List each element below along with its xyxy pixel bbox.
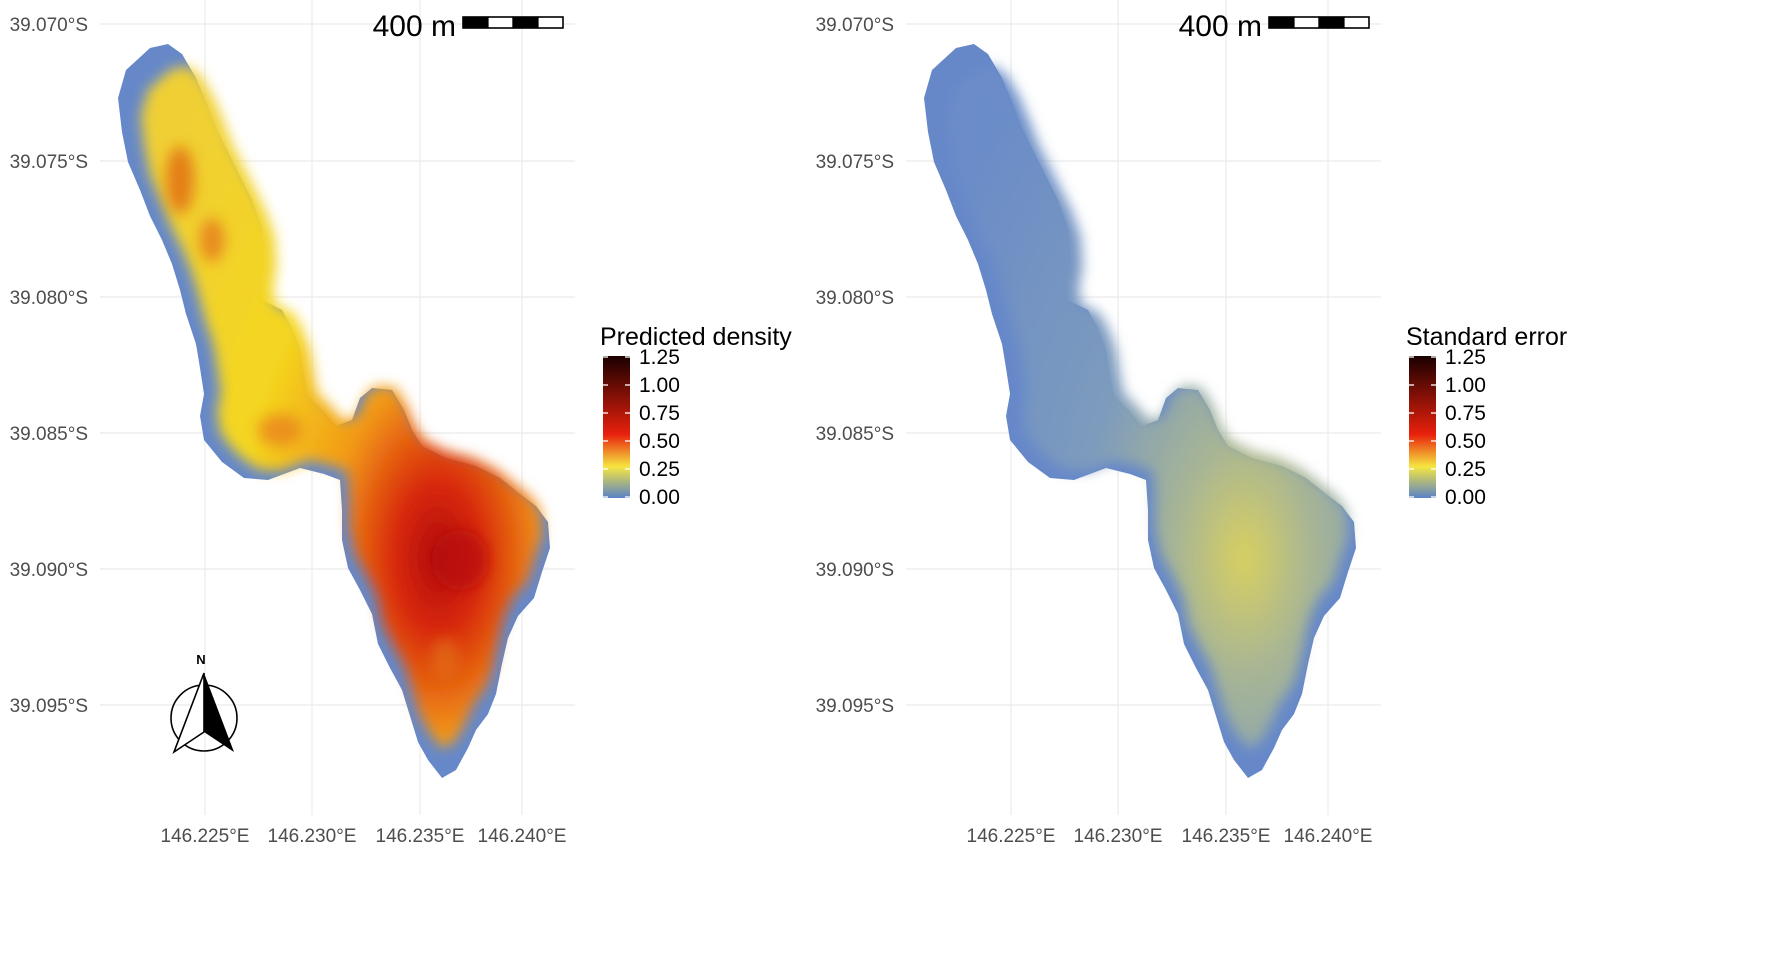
scale-bar: 400 m <box>373 10 564 43</box>
x-tick-label: 146.230°E <box>1074 826 1163 847</box>
y-tick-label: 39.095°S <box>10 696 88 717</box>
scale-bar-segment <box>1343 16 1370 29</box>
legend-tick-label: 0.50 <box>639 430 680 453</box>
x-axis-labels: 146.225°E 146.230°E 146.235°E 146.240°E <box>967 826 1373 847</box>
density-map-panel: 39.070°S 39.075°S 39.080°S 39.085°S 39.090°S… <box>10 0 792 847</box>
x-tick-label: 146.235°E <box>376 826 465 847</box>
legend-tick-label: 0.00 <box>1445 486 1486 509</box>
island-interior <box>140 65 543 749</box>
y-tick-label: 39.075°S <box>816 152 894 173</box>
scale-bar-segment <box>1268 16 1295 29</box>
x-tick-label: 146.240°E <box>1284 826 1373 847</box>
y-tick-label: 39.085°S <box>10 424 88 445</box>
y-tick-label: 39.070°S <box>816 15 894 36</box>
legend-tick-label: 0.25 <box>639 458 680 481</box>
legend-tick-label: 0.75 <box>1445 402 1486 425</box>
x-tick-label: 146.230°E <box>268 826 357 847</box>
y-tick-label: 39.095°S <box>816 696 894 717</box>
legend-title: Standard error <box>1406 323 1567 351</box>
y-tick-label: 39.075°S <box>10 152 88 173</box>
island-raster <box>118 44 550 778</box>
legend-tick-label: 0.50 <box>1445 430 1486 453</box>
standard-error-map-panel: 39.070°S 39.075°S 39.080°S 39.085°S 39.090°S… <box>806 0 1692 957</box>
scale-bar: 400 m <box>1179 10 1370 43</box>
x-axis-labels: 146.225°E 146.230°E 146.235°E 146.240°E <box>161 826 567 847</box>
legend-tick-label: 1.00 <box>639 374 680 397</box>
scale-bar-segment <box>512 16 539 29</box>
island-raster <box>924 44 1356 778</box>
y-tick-label: 39.090°S <box>816 560 894 581</box>
scale-bar-segment <box>487 16 514 29</box>
y-tick-label: 39.070°S <box>10 15 88 36</box>
y-axis-labels: 39.070°S 39.075°S 39.080°S 39.085°S 39.090°S… <box>10 15 88 717</box>
scale-bar-segment <box>462 16 489 29</box>
north-arrow-icon: N <box>170 652 238 755</box>
map-svg: 39.070°S 39.075°S 39.080°S 39.085°S 39.090°S… <box>816 0 1567 847</box>
legend-colorbar <box>603 356 630 498</box>
scale-bar-label: 400 m <box>373 10 456 43</box>
legend-tick-label: 0.75 <box>639 402 680 425</box>
x-tick-label: 146.225°E <box>161 826 250 847</box>
x-tick-label: 146.240°E <box>478 826 567 847</box>
legend-tick-label: 1.25 <box>639 346 680 369</box>
north-arrow-label: N <box>196 652 205 667</box>
y-tick-label: 39.080°S <box>10 288 88 309</box>
scale-bar-segment <box>1318 16 1345 29</box>
x-tick-label: 146.235°E <box>1182 826 1271 847</box>
map-svg: 39.070°S 39.075°S 39.080°S 39.085°S 39.090°S… <box>10 0 792 847</box>
y-tick-label: 39.090°S <box>10 560 88 581</box>
legend-tick-label: 1.25 <box>1445 346 1486 369</box>
legend-tick-label: 0.00 <box>639 486 680 509</box>
legend-tick-label: 1.00 <box>1445 374 1486 397</box>
island-interior <box>946 65 1349 749</box>
y-tick-label: 39.080°S <box>816 288 894 309</box>
legend-colorbar <box>1409 356 1436 498</box>
x-tick-label: 146.225°E <box>967 826 1056 847</box>
y-axis-labels: 39.070°S 39.075°S 39.080°S 39.085°S 39.090°S… <box>816 15 894 717</box>
scale-bar-segment <box>1293 16 1320 29</box>
legend-title: Predicted density <box>600 323 792 351</box>
y-tick-label: 39.085°S <box>816 424 894 445</box>
density-hotspots <box>166 146 488 682</box>
scale-bar-segment <box>537 16 564 29</box>
scale-bar-label: 400 m <box>1179 10 1262 43</box>
legend-tick-label: 0.25 <box>1445 458 1486 481</box>
